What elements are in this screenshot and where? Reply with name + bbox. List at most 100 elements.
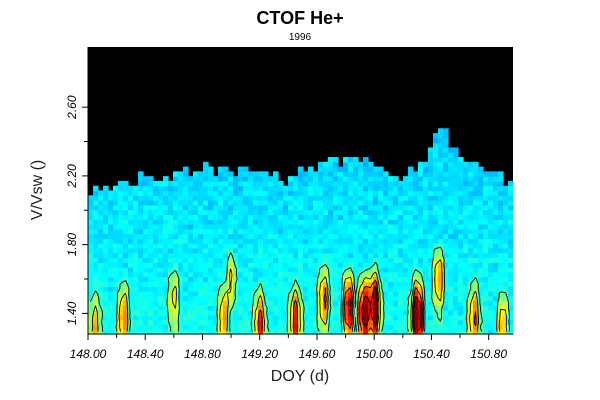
heatmap-cell (318, 204, 324, 211)
heatmap-cell (213, 324, 219, 330)
heatmap-cell (103, 243, 109, 249)
heatmap-cell (203, 171, 209, 177)
heatmap-cell (323, 324, 329, 330)
heatmap-cell (228, 219, 234, 225)
heatmap-cell (303, 310, 309, 316)
chart-title: CTOF He+ (256, 8, 343, 28)
heatmap-cell (408, 228, 414, 235)
heatmap-cell (328, 324, 334, 330)
heatmap-cell (453, 286, 459, 292)
heatmap-cell (193, 228, 199, 235)
heatmap-cell (93, 329, 99, 335)
heatmap-cell (278, 195, 284, 201)
heatmap-cell (413, 324, 419, 330)
heatmap-cell (108, 219, 114, 225)
heatmap-cell (363, 286, 369, 292)
heatmap-cell (183, 252, 189, 259)
heatmap-cell (188, 271, 194, 278)
heatmap-cell (253, 233, 259, 239)
heatmap-cell (108, 267, 114, 273)
heatmap-cell (358, 257, 364, 263)
heatmap-cell (438, 262, 444, 268)
heatmap-cell (508, 252, 514, 259)
heatmap-cell (113, 257, 119, 263)
heatmap-cell (418, 257, 424, 263)
heatmap-cell (253, 190, 259, 196)
heatmap-cell (138, 238, 144, 244)
heatmap-cell (223, 267, 229, 273)
heatmap-cell (373, 190, 379, 196)
heatmap-cell (173, 281, 179, 287)
heatmap-cell (343, 157, 349, 163)
heatmap-cell (228, 180, 234, 187)
heatmap-cell (138, 171, 144, 177)
heatmap-cell (88, 324, 94, 330)
heatmap-cell (323, 271, 329, 278)
heatmap-cell (183, 176, 189, 182)
heatmap-cell (223, 233, 229, 239)
heatmap-cell (283, 300, 289, 306)
heatmap-cell (433, 271, 439, 278)
heatmap-cell (358, 180, 364, 187)
heatmap-cell (248, 190, 254, 196)
heatmap-cell (368, 290, 374, 297)
heatmap-cell (188, 300, 194, 306)
heatmap-cell (443, 219, 449, 225)
heatmap-cell (473, 238, 479, 244)
heatmap-cell (138, 190, 144, 196)
heatmap-cell (173, 252, 179, 259)
heatmap-cell (358, 271, 364, 278)
heatmap-cell (473, 276, 479, 282)
heatmap-cell (388, 314, 394, 321)
heatmap-cell (323, 233, 329, 239)
heatmap-cell (148, 271, 154, 278)
heatmap-cell (98, 209, 104, 216)
heatmap-cell (343, 223, 349, 230)
heatmap-cell (138, 271, 144, 278)
heatmap-cell (208, 290, 214, 297)
heatmap-cell (353, 286, 359, 292)
heatmap-cell (498, 228, 504, 235)
heatmap-cell (143, 305, 149, 311)
heatmap-cell (208, 233, 214, 239)
heatmap-cell (458, 157, 464, 163)
heatmap-cell (178, 286, 184, 292)
heatmap-cell (403, 262, 409, 268)
heatmap-cell (373, 223, 379, 230)
heatmap-cell (198, 281, 204, 287)
heatmap-cell (343, 314, 349, 321)
heatmap-cell (493, 310, 499, 316)
heatmap-cell (278, 324, 284, 330)
heatmap-cell (248, 314, 254, 321)
heatmap-cell (288, 185, 294, 192)
heatmap-cell (308, 219, 314, 225)
heatmap-cell (508, 267, 514, 273)
heatmap-cell (428, 195, 434, 201)
heatmap-cell (108, 209, 114, 216)
heatmap-cell (343, 300, 349, 306)
heatmap-cell (378, 195, 384, 201)
heatmap-cell (418, 329, 424, 335)
heatmap-cell (293, 290, 299, 297)
heatmap-cell (233, 190, 239, 196)
heatmap-cell (408, 257, 414, 263)
heatmap-cell (258, 195, 264, 201)
heatmap-cell (268, 200, 274, 206)
heatmap-cell (418, 233, 424, 239)
heatmap-cell (483, 209, 489, 216)
heatmap-cell (223, 281, 229, 287)
heatmap-cell (398, 180, 404, 187)
heatmap-cell (128, 286, 134, 292)
heatmap-cell (313, 176, 319, 182)
heatmap-cell (303, 233, 309, 239)
heatmap-cell (213, 329, 219, 335)
heatmap-cell (113, 286, 119, 292)
heatmap-cell (208, 190, 214, 196)
heatmap-cell (458, 195, 464, 201)
heatmap-cell (133, 267, 139, 273)
heatmap-cell (428, 271, 434, 278)
heatmap-cell (278, 267, 284, 273)
heatmap-cell (388, 185, 394, 192)
heatmap-cell (478, 319, 484, 326)
heatmap-cell (488, 219, 494, 225)
